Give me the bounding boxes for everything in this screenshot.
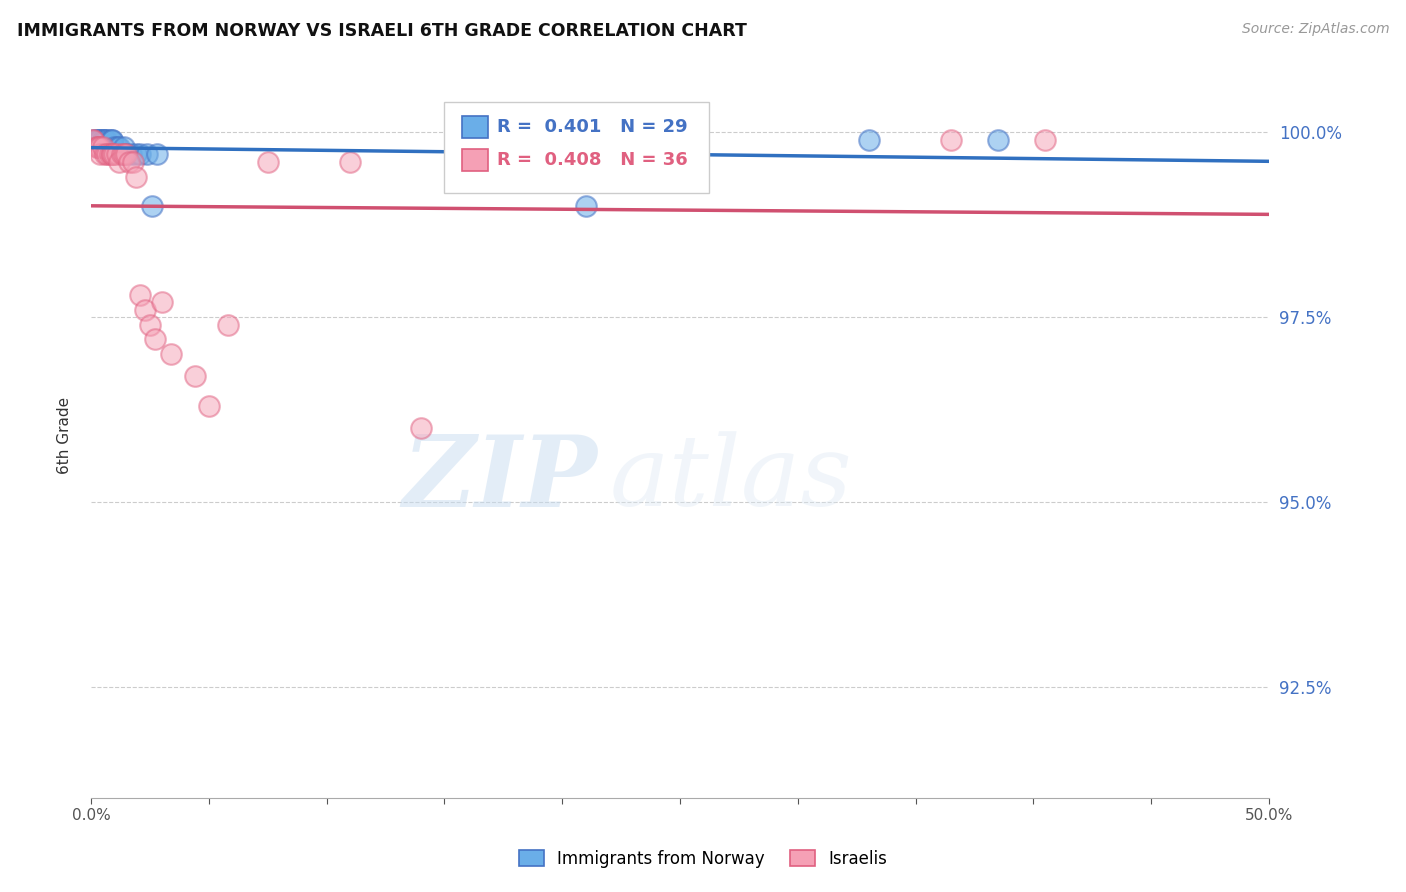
Point — [987, 132, 1010, 146]
Point — [115, 147, 138, 161]
Point — [84, 132, 107, 146]
Point — [105, 147, 128, 161]
Y-axis label: 6th Grade: 6th Grade — [58, 397, 72, 474]
FancyBboxPatch shape — [463, 149, 488, 171]
Point — [110, 147, 132, 161]
Point — [103, 147, 125, 161]
Point — [98, 132, 121, 146]
Point — [136, 147, 159, 161]
Point — [112, 140, 135, 154]
Point — [409, 421, 432, 435]
Point — [339, 154, 361, 169]
Point — [146, 147, 169, 161]
Point — [141, 199, 163, 213]
Point — [110, 147, 132, 161]
Point — [87, 140, 110, 154]
Point — [91, 140, 114, 154]
Point — [150, 295, 173, 310]
Point — [101, 132, 124, 146]
Text: atlas: atlas — [609, 432, 852, 526]
Text: Source: ZipAtlas.com: Source: ZipAtlas.com — [1241, 22, 1389, 37]
Point — [87, 140, 110, 154]
Point — [98, 147, 121, 161]
Point — [117, 154, 139, 169]
Text: R =  0.401   N = 29: R = 0.401 N = 29 — [498, 119, 688, 136]
FancyBboxPatch shape — [463, 117, 488, 138]
Point — [139, 318, 162, 332]
Point — [82, 132, 104, 146]
Legend: Immigrants from Norway, Israelis: Immigrants from Norway, Israelis — [512, 844, 894, 875]
Point — [125, 147, 148, 161]
Point — [89, 132, 111, 146]
Point — [87, 132, 110, 146]
FancyBboxPatch shape — [444, 102, 710, 193]
Point — [108, 140, 131, 154]
Point — [939, 132, 962, 146]
Point — [101, 132, 124, 146]
Point — [89, 147, 111, 161]
Point — [96, 147, 118, 161]
Point — [89, 140, 111, 154]
Point — [1033, 132, 1056, 146]
Point — [125, 169, 148, 184]
Point — [217, 318, 239, 332]
Point — [87, 132, 110, 146]
Point — [115, 147, 138, 161]
Point — [82, 132, 104, 146]
Point — [134, 302, 156, 317]
Point — [129, 147, 152, 161]
Text: IMMIGRANTS FROM NORWAY VS ISRAELI 6TH GRADE CORRELATION CHART: IMMIGRANTS FROM NORWAY VS ISRAELI 6TH GR… — [17, 22, 747, 40]
Point — [94, 132, 117, 146]
Text: R =  0.408   N = 36: R = 0.408 N = 36 — [498, 151, 688, 169]
Point — [575, 199, 598, 213]
Point — [122, 154, 145, 169]
Point — [89, 132, 111, 146]
Point — [160, 347, 183, 361]
Point — [197, 399, 219, 413]
Text: ZIP: ZIP — [402, 431, 598, 527]
Point — [120, 147, 142, 161]
Point — [103, 140, 125, 154]
Point — [91, 132, 114, 146]
Point — [256, 154, 278, 169]
Point — [858, 132, 880, 146]
Point — [108, 154, 131, 169]
Point — [143, 332, 166, 346]
Point — [101, 147, 124, 161]
Point — [96, 132, 118, 146]
Point — [105, 140, 128, 154]
Point — [82, 132, 104, 146]
Point — [94, 147, 117, 161]
Point — [129, 288, 152, 302]
Point — [91, 132, 114, 146]
Point — [183, 369, 205, 384]
Point — [101, 147, 124, 161]
Point — [94, 132, 117, 146]
Point — [112, 147, 135, 161]
Point — [84, 140, 107, 154]
